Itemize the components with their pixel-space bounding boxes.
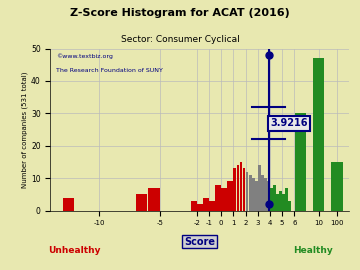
Text: Healthy: Healthy [293,246,333,255]
Bar [267,181,270,211]
Bar [276,194,279,211]
Bar [221,188,227,211]
Y-axis label: Number of companies (531 total): Number of companies (531 total) [22,71,28,188]
Bar [313,58,324,211]
Bar [237,165,239,211]
Bar [246,172,248,211]
Bar [273,185,276,211]
Text: The Research Foundation of SUNY: The Research Foundation of SUNY [57,68,163,73]
Bar [258,165,261,211]
Bar [288,201,291,211]
Bar [148,188,160,211]
Bar [252,178,255,211]
Bar [234,168,236,211]
Bar [249,175,252,211]
Text: ©www.textbiz.org: ©www.textbiz.org [57,53,113,59]
Bar [255,181,258,211]
Bar [261,175,264,211]
Bar [228,181,233,211]
Bar [264,178,267,211]
Text: Z-Score Histogram for ACAT (2016): Z-Score Histogram for ACAT (2016) [70,8,290,18]
Bar [282,194,285,211]
Text: 3.9216: 3.9216 [270,118,308,128]
Bar [209,201,215,211]
Bar [295,113,306,211]
Bar [243,168,246,211]
Text: Unhealthy: Unhealthy [48,246,100,255]
Bar [215,185,221,211]
Bar [197,204,203,211]
Bar [285,188,288,211]
Bar [63,198,74,211]
Bar [191,201,197,211]
Bar [332,162,343,211]
Bar [239,162,242,211]
Bar [279,191,282,211]
Bar [136,194,148,211]
Bar [203,198,209,211]
Bar [270,188,273,211]
Text: Score: Score [184,237,215,247]
Text: Sector: Consumer Cyclical: Sector: Consumer Cyclical [121,35,239,44]
